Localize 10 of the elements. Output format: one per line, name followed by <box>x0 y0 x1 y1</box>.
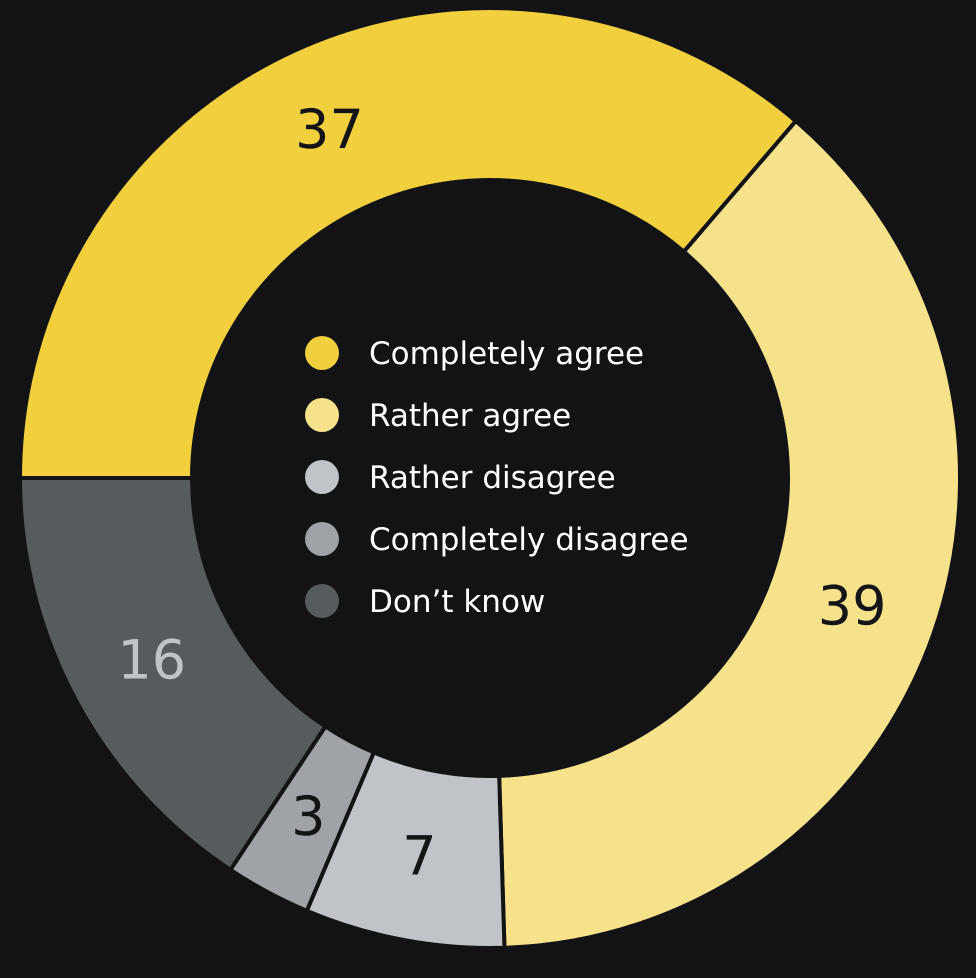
data-label: 3 <box>291 785 326 848</box>
data-label: 39 <box>818 574 887 638</box>
legend-label: Completely disagree <box>369 522 689 558</box>
legend-label: Rather agree <box>369 398 572 434</box>
legend-label: Don’t know <box>369 584 546 620</box>
legend-label: Completely agree <box>369 336 644 372</box>
data-label: 16 <box>117 628 186 692</box>
legend-label: Rather disagree <box>369 460 616 496</box>
data-label: 7 <box>402 824 437 888</box>
data-label: 37 <box>295 98 364 162</box>
